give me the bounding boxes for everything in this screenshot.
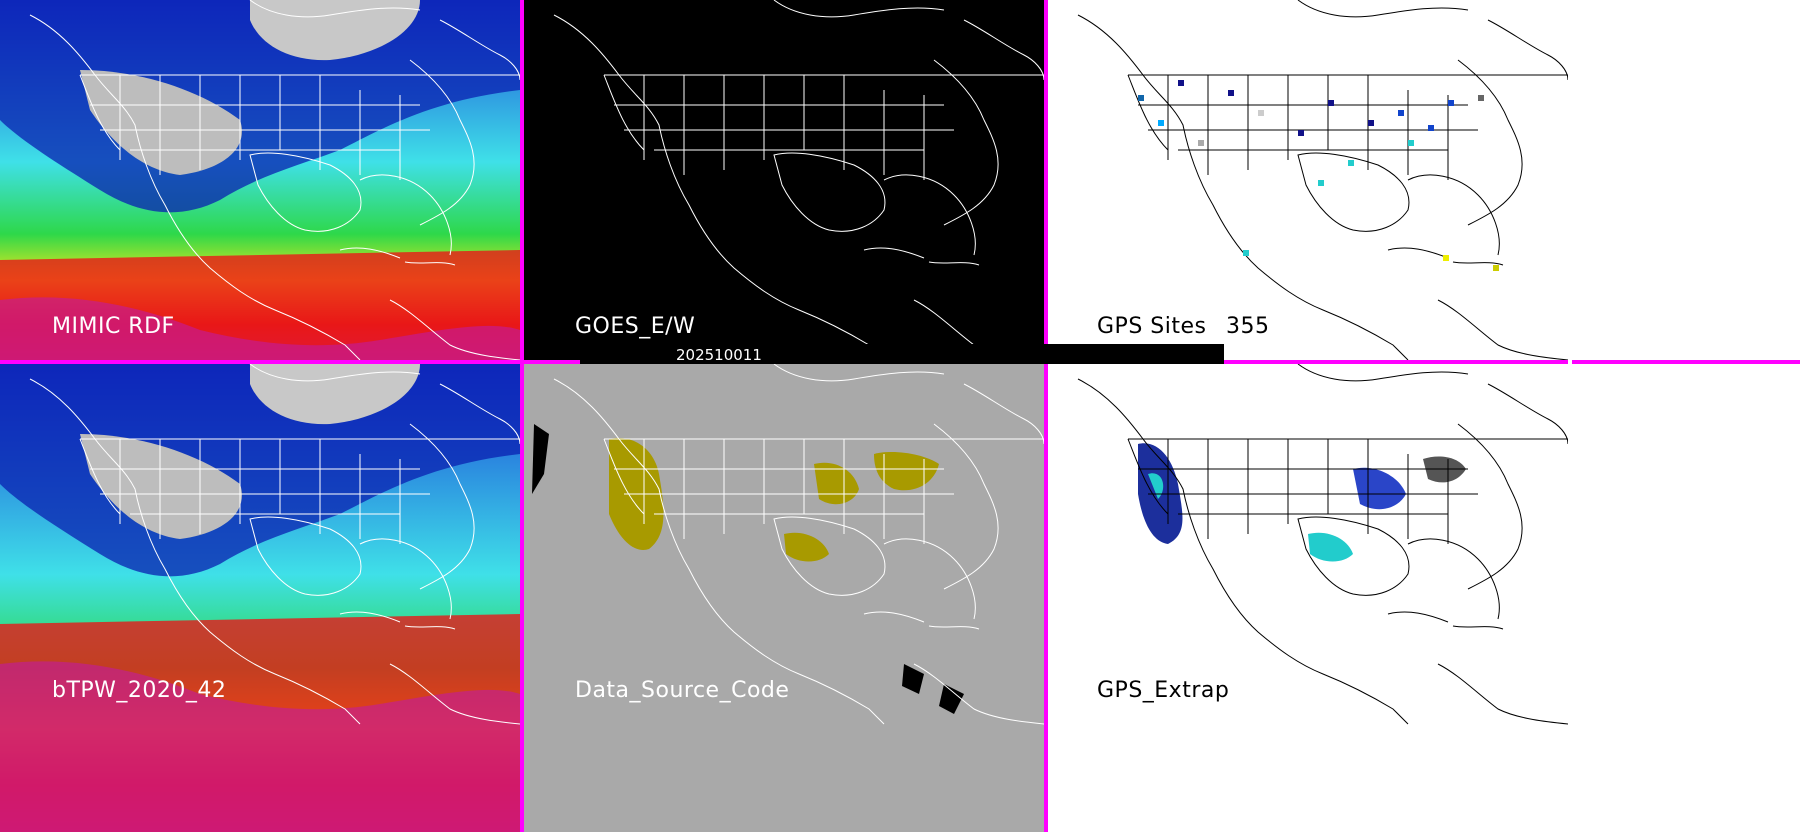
map-panel-goes: GOES_E/W — [524, 0, 1044, 360]
panel-label-goes: GOES_E/W — [575, 314, 696, 339]
separator-vertical-1 — [520, 0, 524, 832]
map-panel-mimic-rdf: MIMIC RDF — [0, 0, 520, 360]
date-stamp-strip: 202510011 — [580, 344, 1224, 364]
panel-label-gps-sites: GPS Sites — [1097, 314, 1207, 339]
gps-extrap-map — [1048, 364, 1568, 832]
panel-label-gps-extrap: GPS_Extrap — [1097, 678, 1230, 703]
separator-right-edge — [1568, 0, 1572, 832]
map-panel-btpw: bTPW_2020_42 — [0, 364, 520, 832]
map-panel-data-source: Data_Source_Code — [524, 364, 1044, 832]
gps-sites-count: 355 — [1226, 314, 1270, 339]
separator-vertical-2 — [1044, 0, 1048, 832]
mimic-rdf-map — [0, 0, 520, 360]
panel-label-btpw: bTPW_2020_42 — [52, 678, 227, 703]
goes-map — [524, 0, 1044, 360]
panel-label-data-source: Data_Source_Code — [575, 678, 790, 703]
panel-label-mimic-rdf: MIMIC RDF — [52, 314, 175, 339]
btpw-map — [0, 364, 520, 832]
date-stamp: 202510011 — [676, 346, 762, 364]
gps-sites-map — [1048, 0, 1568, 360]
gps-site-markers — [1138, 80, 1499, 271]
data-source-map — [524, 364, 1044, 832]
map-panel-gps-sites: GPS Sites 355 — [1048, 0, 1568, 360]
map-panel-gps-extrap: GPS_Extrap — [1048, 364, 1568, 832]
